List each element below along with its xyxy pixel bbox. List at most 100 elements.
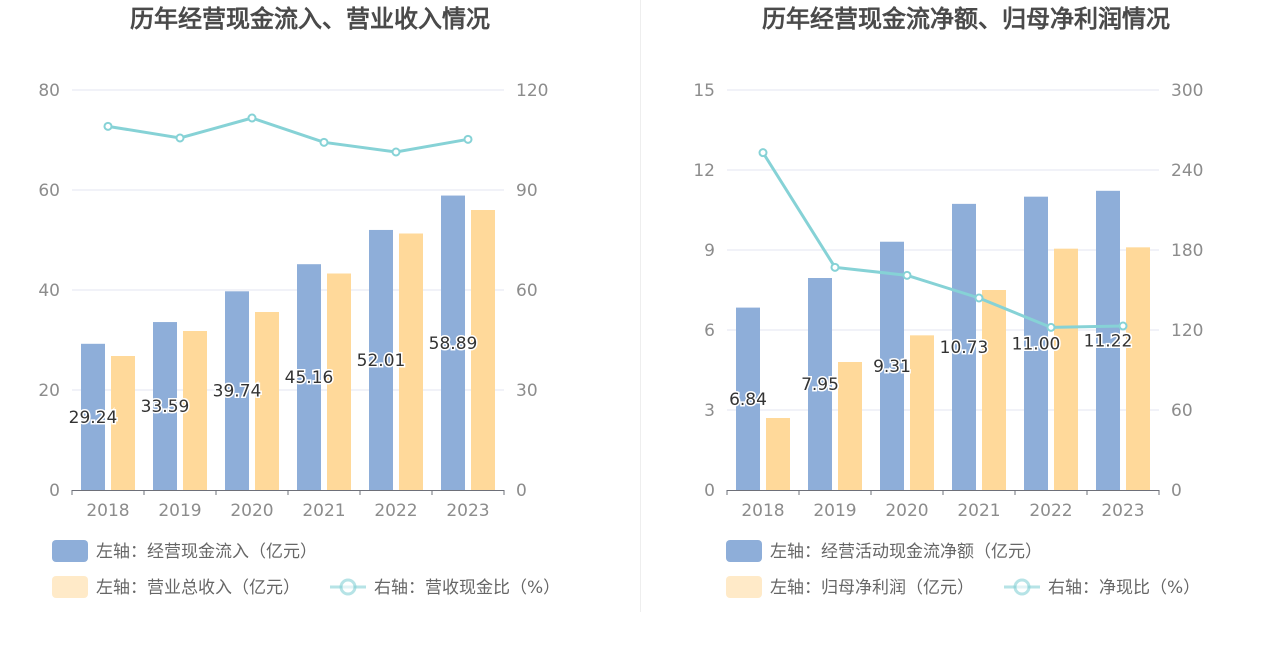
bar-data-label: 9.31 <box>873 357 911 377</box>
ratio-point <box>463 134 473 144</box>
right-axis-tick: 60 <box>516 281 538 301</box>
ratio-point <box>103 121 113 131</box>
left-axis-tick: 6 <box>704 321 715 341</box>
right-axis-tick: 300 <box>1171 81 1203 101</box>
bar-primary <box>297 264 321 490</box>
bar-primary <box>736 307 760 490</box>
x-axis-label: 2021 <box>957 501 1000 521</box>
left-axis-tick: 20 <box>38 381 60 401</box>
legend-label: 左轴：经营活动现金流净额（亿元） <box>770 542 1042 562</box>
x-axis-label: 2020 <box>230 501 273 521</box>
legend-label: 左轴：归母净利润（亿元） <box>770 578 974 598</box>
bar-primary <box>808 278 832 490</box>
right-axis-tick: 30 <box>516 381 538 401</box>
legend-label: 右轴：营收现金比（%） <box>374 578 560 598</box>
bar-primary <box>441 195 465 491</box>
chart-panel-1: 历年经营现金流入、营业收入情况 0 20 40 60 80 0 30 60 90 120 2018 20… <box>38 5 560 598</box>
ratio-point <box>1118 321 1128 331</box>
bar-data-label: 52.01 <box>357 351 406 371</box>
bar-secondary <box>1054 248 1078 490</box>
ratio-point <box>830 262 840 272</box>
x-axis-label: 2022 <box>374 501 417 521</box>
chart-title: 历年经营现金流入、营业收入情况 <box>130 5 490 33</box>
bar-primary <box>952 203 976 490</box>
bar-secondary <box>1126 247 1150 490</box>
ratio-point <box>391 147 401 157</box>
left-axis-tick: 60 <box>38 181 60 201</box>
chart-title: 历年经营现金流净额、归母净利润情况 <box>762 5 1170 33</box>
left-axis-tick: 12 <box>693 161 715 181</box>
x-axis-label: 2019 <box>158 501 201 521</box>
legend-label: 右轴：净现比（%） <box>1048 578 1200 598</box>
x-axis-label: 2023 <box>1101 501 1144 521</box>
right-axis-tick: 90 <box>516 181 538 201</box>
x-axis-label: 2018 <box>86 501 129 521</box>
bar-primary <box>81 343 105 490</box>
bar-secondary <box>183 331 207 490</box>
bar-secondary <box>982 290 1006 490</box>
bar-data-label: 10.73 <box>940 338 989 358</box>
chart-panel-2: 历年经营现金流净额、归母净利润情况 0 3 6 9 12 15 0 60 120 180 240 300… <box>693 5 1203 598</box>
legend-label: 左轴：营业总收入（亿元） <box>96 578 300 598</box>
x-axis-label: 2023 <box>446 501 489 521</box>
x-axis-label: 2018 <box>741 501 784 521</box>
legend-swatch <box>52 540 88 562</box>
bar-secondary <box>327 273 351 490</box>
ratio-line <box>107 116 469 154</box>
bar-primary <box>1096 190 1120 491</box>
ratio-point <box>175 133 185 143</box>
bar-primary <box>369 229 393 490</box>
ratio-point <box>902 270 912 280</box>
x-axis-label: 2021 <box>302 501 345 521</box>
left-axis-tick: 15 <box>693 81 715 101</box>
bar-secondary <box>471 210 495 490</box>
left-axis-tick: 0 <box>49 481 60 501</box>
bar-data-label: 39.74 <box>213 382 262 402</box>
legend-swatch <box>52 576 88 598</box>
left-axis-tick: 9 <box>704 241 715 261</box>
x-axis-label: 2019 <box>813 501 856 521</box>
left-axis-tick: 40 <box>38 281 60 301</box>
bar-secondary <box>255 312 279 490</box>
ratio-line <box>761 151 1124 329</box>
left-axis-tick: 0 <box>704 481 715 501</box>
legend-swatch <box>726 540 762 562</box>
legend-swatch <box>726 576 762 598</box>
right-axis-tick: 120 <box>516 81 548 101</box>
left-axis-tick: 80 <box>38 81 60 101</box>
ratio-point <box>758 148 768 158</box>
legend-line-marker <box>339 578 357 596</box>
bar-secondary <box>766 418 790 490</box>
x-axis-label: 2020 <box>885 501 928 521</box>
x-axis-label: 2022 <box>1029 501 1072 521</box>
bar-data-label: 11.00 <box>1012 334 1061 354</box>
right-axis-tick: 60 <box>1171 401 1193 421</box>
bar-data-label: 11.22 <box>1084 331 1133 351</box>
bar-data-label: 6.84 <box>729 390 767 410</box>
bar-data-label: 7.95 <box>801 375 839 395</box>
legend-label: 左轴：经营现金流入（亿元） <box>96 542 317 562</box>
ratio-point <box>974 293 984 303</box>
right-axis-tick: 0 <box>1171 481 1182 501</box>
bar-secondary <box>399 233 423 490</box>
bar-primary <box>153 322 177 490</box>
right-axis-tick: 240 <box>1171 161 1203 181</box>
bar-primary <box>225 291 249 490</box>
ratio-point <box>319 137 329 147</box>
bar-secondary <box>910 335 934 490</box>
legend-line-marker <box>1013 578 1031 596</box>
bar-data-label: 33.59 <box>141 397 190 417</box>
right-axis-tick: 120 <box>1171 321 1203 341</box>
ratio-point <box>247 113 257 123</box>
bar-secondary <box>838 362 862 490</box>
ratio-point <box>1046 322 1056 332</box>
bar-primary <box>880 241 904 490</box>
bar-primary <box>1024 196 1048 490</box>
panel-divider <box>640 0 641 612</box>
right-axis-tick: 0 <box>516 481 527 501</box>
bar-data-label: 45.16 <box>285 368 334 388</box>
bar-secondary <box>111 356 135 490</box>
left-axis-tick: 3 <box>704 401 715 421</box>
bar-data-label: 29.24 <box>69 408 118 428</box>
